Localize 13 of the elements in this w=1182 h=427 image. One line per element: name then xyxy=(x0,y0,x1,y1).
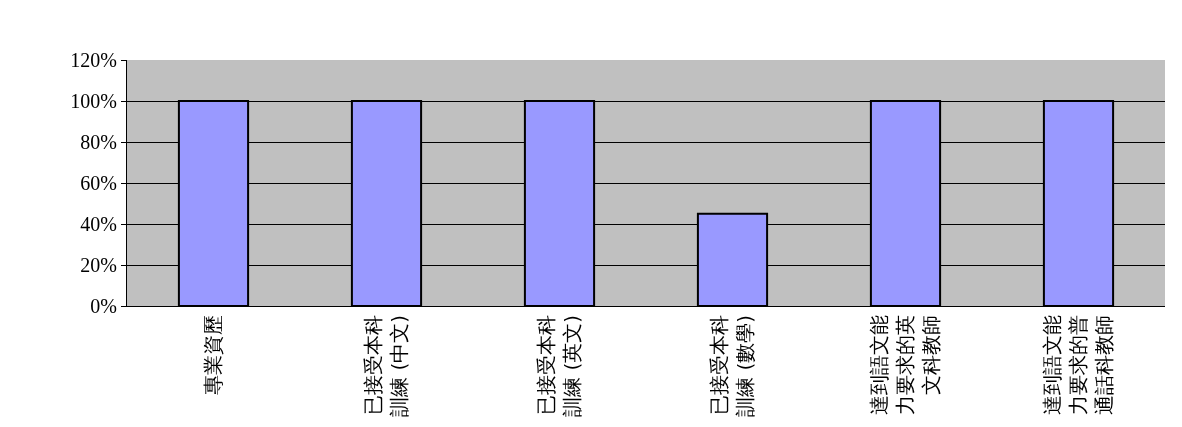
y-tick-label: 100% xyxy=(70,90,117,112)
y-tick-label: 80% xyxy=(80,131,117,153)
x-tick-label: 已接受本科訓練 (英文) xyxy=(534,315,584,417)
y-tick-label: 60% xyxy=(80,172,117,194)
y-tick-label: 20% xyxy=(80,254,117,276)
y-tick-label: 0% xyxy=(90,295,117,317)
x-tick-label: 已接受本科訓練 (中文) xyxy=(361,315,411,417)
x-tick-label: 達到語文能力要求的普通話科教師 xyxy=(1040,315,1116,415)
x-tick-label: 達到語文能力要求的英文科教師 xyxy=(867,315,943,415)
y-tick-label: 120% xyxy=(70,49,117,71)
x-tick-label: 專業資歷 xyxy=(201,315,225,395)
x-tick-label: 已接受本科訓練 (數學) xyxy=(707,315,757,417)
y-tick-label: 40% xyxy=(80,213,117,235)
